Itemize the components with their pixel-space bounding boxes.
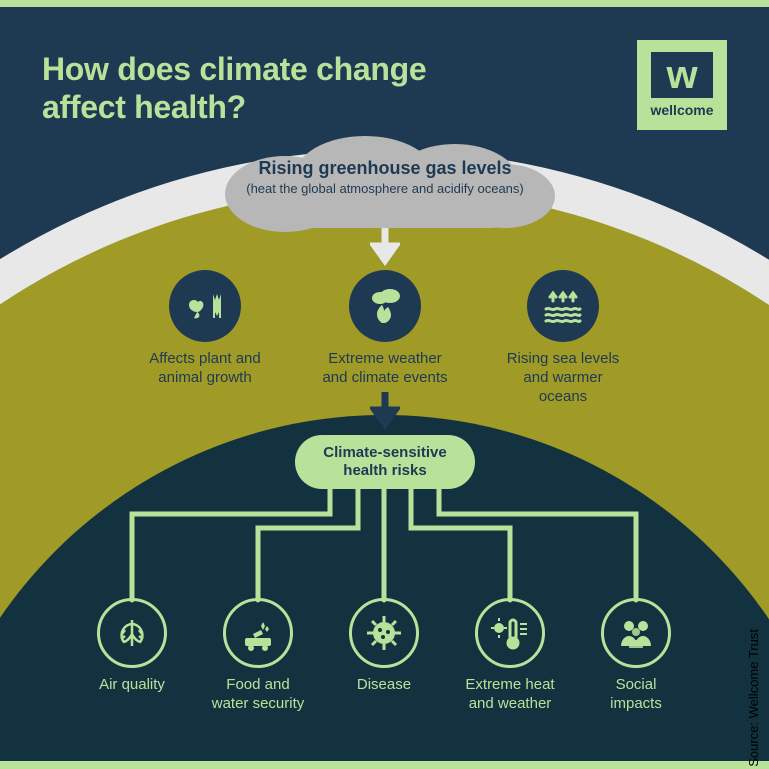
page-title: How does climate change affect health? bbox=[42, 50, 426, 127]
sea-levels-icon bbox=[527, 270, 599, 342]
air-quality-icon bbox=[97, 598, 167, 668]
bottom-item-air: Air quality bbox=[72, 598, 192, 695]
bottom-label-4: Social impacts bbox=[576, 676, 696, 714]
bottom-label-2: Disease bbox=[324, 676, 444, 695]
mid-label-0: Affects plant and animal growth bbox=[140, 350, 270, 388]
mid-item-sea: Rising sea levels and warmer oceans bbox=[498, 270, 628, 406]
logo-word: wellcome bbox=[650, 102, 713, 118]
bottom-label-1: Food and water security bbox=[198, 676, 318, 714]
extreme-weather-icon bbox=[349, 270, 421, 342]
heat-weather-icon bbox=[475, 598, 545, 668]
mid-label-2: Rising sea levels and warmer oceans bbox=[498, 350, 628, 406]
social-impacts-icon bbox=[601, 598, 671, 668]
bottom-item-social: Social impacts bbox=[576, 598, 696, 714]
arrow-down-1 bbox=[370, 228, 400, 266]
bottom-item-heat: Extreme heat and weather bbox=[450, 598, 570, 714]
plant-animal-icon bbox=[169, 270, 241, 342]
wellcome-logo: w wellcome bbox=[637, 40, 727, 130]
infographic-canvas: Rising greenhouse gas levels (heat the g… bbox=[0, 0, 769, 769]
food-water-icon bbox=[223, 598, 293, 668]
cloud-title: Rising greenhouse gas levels bbox=[205, 158, 565, 179]
logo-letter: w bbox=[651, 52, 713, 98]
cloud-text: Rising greenhouse gas levels (heat the g… bbox=[205, 158, 565, 196]
bottom-item-disease: Disease bbox=[324, 598, 444, 695]
cloud-subtitle: (heat the global atmosphere and acidify … bbox=[205, 181, 565, 196]
mid-item-weather: Extreme weather and climate events bbox=[320, 270, 450, 388]
bottom-label-0: Air quality bbox=[72, 676, 192, 695]
mid-item-plant-animal: Affects plant and animal growth bbox=[140, 270, 270, 388]
bottom-item-food: Food and water security bbox=[198, 598, 318, 714]
arrow-down-2 bbox=[370, 392, 400, 432]
bottom-label-3: Extreme heat and weather bbox=[450, 676, 570, 714]
mid-label-1: Extreme weather and climate events bbox=[320, 350, 450, 388]
disease-icon bbox=[349, 598, 419, 668]
